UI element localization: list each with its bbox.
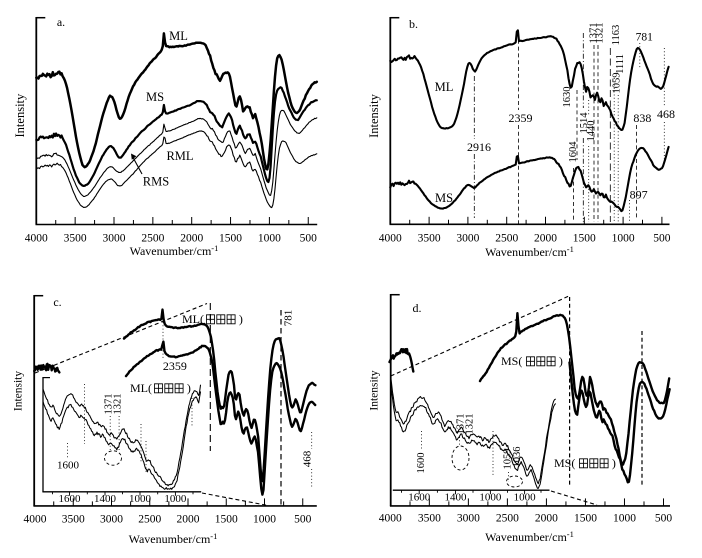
svg-text:1000: 1000 bbox=[479, 492, 502, 504]
svg-text:2916: 2916 bbox=[467, 140, 491, 154]
svg-text:468: 468 bbox=[301, 450, 313, 467]
svg-text:2359: 2359 bbox=[163, 359, 187, 373]
svg-text:4000: 4000 bbox=[379, 513, 402, 525]
svg-text:1000: 1000 bbox=[258, 233, 281, 245]
svg-text:500: 500 bbox=[655, 513, 673, 525]
svg-text:1371: 1371 bbox=[456, 414, 467, 435]
svg-text:1400: 1400 bbox=[445, 492, 468, 504]
svg-text:RMS: RMS bbox=[143, 175, 169, 189]
svg-text:1036: 1036 bbox=[512, 447, 523, 468]
svg-text:ML(: ML( bbox=[182, 312, 204, 326]
svg-text:2000: 2000 bbox=[534, 233, 557, 245]
svg-text:1111: 1111 bbox=[615, 54, 626, 74]
svg-text:b.: b. bbox=[409, 17, 418, 31]
svg-text:1500: 1500 bbox=[215, 514, 238, 526]
svg-text:3500: 3500 bbox=[64, 233, 87, 245]
svg-text:500: 500 bbox=[300, 233, 318, 245]
svg-text:3500: 3500 bbox=[418, 513, 441, 525]
svg-text:1600: 1600 bbox=[59, 493, 82, 505]
svg-text:1400: 1400 bbox=[94, 493, 117, 505]
svg-text:MS(: MS( bbox=[554, 456, 575, 470]
svg-text:a.: a. bbox=[57, 15, 65, 29]
svg-text:2000: 2000 bbox=[177, 514, 200, 526]
svg-text:2000: 2000 bbox=[535, 513, 558, 525]
svg-text:1500: 1500 bbox=[573, 233, 596, 245]
svg-text:Intensity: Intensity bbox=[13, 93, 27, 137]
svg-text:500: 500 bbox=[653, 233, 671, 245]
svg-text:1321: 1321 bbox=[595, 23, 606, 44]
svg-text:1630: 1630 bbox=[562, 87, 573, 108]
svg-text:ML(: ML( bbox=[130, 381, 152, 395]
svg-text:1000: 1000 bbox=[129, 493, 152, 505]
svg-text:ML: ML bbox=[169, 29, 188, 43]
svg-text:1371: 1371 bbox=[104, 394, 115, 415]
svg-text:1000: 1000 bbox=[253, 514, 276, 526]
svg-text:1600: 1600 bbox=[57, 460, 80, 472]
svg-text:3000: 3000 bbox=[100, 514, 123, 526]
svg-text:1440: 1440 bbox=[586, 121, 597, 142]
svg-text:781: 781 bbox=[636, 32, 654, 44]
svg-text:1600: 1600 bbox=[408, 492, 431, 504]
svg-text:Wavenumber/cm-1: Wavenumber/cm-1 bbox=[129, 531, 218, 546]
svg-text:2000: 2000 bbox=[180, 233, 203, 245]
svg-text:1500: 1500 bbox=[219, 233, 242, 245]
svg-text:RML: RML bbox=[166, 149, 193, 163]
svg-text:Wavenumber/cm-1: Wavenumber/cm-1 bbox=[130, 243, 219, 258]
svg-text:3500: 3500 bbox=[62, 514, 85, 526]
svg-text:2359: 2359 bbox=[509, 111, 533, 125]
svg-text:Intensity: Intensity bbox=[13, 371, 25, 411]
svg-text:781: 781 bbox=[282, 310, 294, 327]
svg-text:): ) bbox=[187, 381, 191, 395]
svg-text:): ) bbox=[612, 456, 616, 470]
svg-text:1000: 1000 bbox=[613, 513, 636, 525]
svg-text:1059: 1059 bbox=[503, 448, 514, 469]
svg-text:3000: 3000 bbox=[457, 513, 480, 525]
svg-text:ML: ML bbox=[435, 80, 454, 94]
svg-text:2500: 2500 bbox=[138, 514, 161, 526]
svg-text:1059: 1059 bbox=[612, 73, 623, 94]
svg-text:897: 897 bbox=[630, 188, 648, 202]
svg-text:1514: 1514 bbox=[579, 112, 590, 134]
svg-text:838: 838 bbox=[633, 111, 651, 125]
svg-text:1604: 1604 bbox=[568, 141, 579, 163]
svg-text:MS(: MS( bbox=[501, 354, 522, 368]
svg-text:1000: 1000 bbox=[514, 492, 537, 504]
svg-text:c.: c. bbox=[53, 295, 61, 309]
svg-text:4000: 4000 bbox=[25, 233, 48, 245]
svg-text:468: 468 bbox=[657, 107, 675, 121]
svg-text:3000: 3000 bbox=[103, 233, 126, 245]
svg-text:2500: 2500 bbox=[141, 233, 164, 245]
svg-text:1000: 1000 bbox=[164, 493, 187, 505]
svg-text:Intensity: Intensity bbox=[369, 370, 381, 410]
svg-text:Intensity: Intensity bbox=[367, 93, 381, 137]
svg-text:4000: 4000 bbox=[24, 514, 47, 526]
svg-text:3500: 3500 bbox=[418, 233, 441, 245]
svg-text:Wavenumber/cm-1: Wavenumber/cm-1 bbox=[485, 529, 574, 544]
svg-text:2500: 2500 bbox=[496, 513, 519, 525]
svg-text:1371: 1371 bbox=[589, 23, 600, 44]
svg-text:MS: MS bbox=[435, 191, 453, 205]
svg-text:3000: 3000 bbox=[456, 233, 479, 245]
svg-text:1321: 1321 bbox=[465, 414, 476, 435]
svg-text:1500: 1500 bbox=[574, 513, 597, 525]
svg-text:): ) bbox=[239, 312, 243, 326]
svg-text:MS: MS bbox=[146, 90, 164, 104]
svg-text:): ) bbox=[559, 354, 563, 368]
svg-text:1163: 1163 bbox=[611, 25, 622, 46]
svg-text:4000: 4000 bbox=[379, 233, 402, 245]
svg-text:1000: 1000 bbox=[612, 233, 635, 245]
svg-text:Wavenumber/cm-1: Wavenumber/cm-1 bbox=[485, 244, 574, 259]
svg-text:500: 500 bbox=[294, 514, 312, 526]
svg-text:1600: 1600 bbox=[416, 453, 427, 474]
svg-text:2500: 2500 bbox=[495, 233, 518, 245]
svg-text:1321: 1321 bbox=[112, 394, 123, 415]
svg-text:d.: d. bbox=[413, 301, 422, 315]
